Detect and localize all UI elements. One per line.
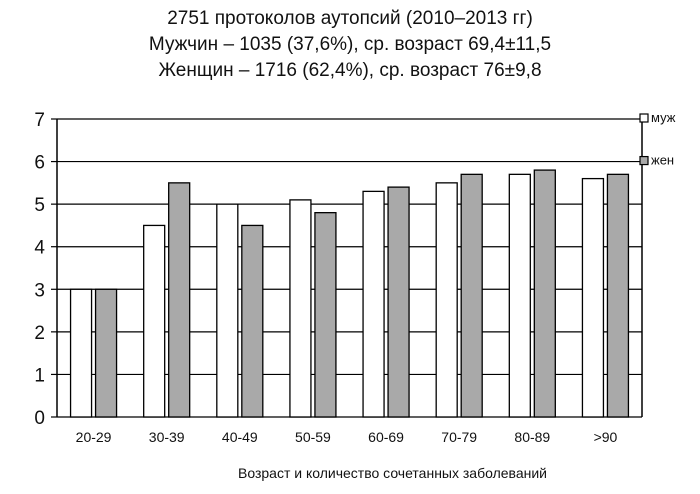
y-tick-label: 4 xyxy=(34,238,45,259)
chart-title-line-1: 2751 протоколов аутопсий (2010–2013 гг) xyxy=(167,8,533,29)
chart-title-line-3: Женщин – 1716 (62,4%), ср. возраст 76±9,… xyxy=(158,60,542,81)
legend-swatch xyxy=(639,155,649,166)
x-tick-label: 80-89 xyxy=(514,429,550,445)
male-bar xyxy=(435,182,458,418)
male-bar xyxy=(362,190,385,418)
x-axis-label: Возраст и количество сочетанных заболева… xyxy=(238,465,547,481)
x-tick-label: >90 xyxy=(594,429,618,445)
legend-label: муж xyxy=(651,110,676,125)
female-bar xyxy=(94,288,118,418)
legend-swatch xyxy=(639,113,649,123)
male-bar xyxy=(143,224,166,418)
x-tick-label: 20-29 xyxy=(76,429,112,445)
x-tick-label: 50-59 xyxy=(295,429,331,445)
male-bar xyxy=(69,288,93,418)
female-bar xyxy=(533,169,556,418)
y-tick-label: 6 xyxy=(34,153,45,174)
x-tick-label: 30-39 xyxy=(149,429,185,445)
chart-title-line-2: Мужчин – 1035 (37,6%), ср. возраст 69,4±… xyxy=(148,34,552,55)
male-bar xyxy=(508,173,531,418)
y-tick-label: 5 xyxy=(34,195,45,216)
male-bar xyxy=(581,177,605,418)
male-bar xyxy=(289,199,312,418)
female-bar xyxy=(168,182,191,418)
y-tick-label: 2 xyxy=(34,323,45,344)
legend-label: жен xyxy=(651,153,674,168)
female-bar xyxy=(241,224,264,418)
female-bar xyxy=(314,212,337,418)
y-tick-label: 3 xyxy=(34,280,45,301)
x-tick-label: 70-79 xyxy=(441,429,477,445)
y-tick-label: 0 xyxy=(34,408,45,429)
y-tick-label: 7 xyxy=(34,110,45,131)
female-bar xyxy=(606,173,630,418)
female-bar xyxy=(387,186,410,418)
y-tick-label: 1 xyxy=(34,365,45,386)
male-bar xyxy=(216,203,239,418)
x-tick-label: 40-49 xyxy=(222,429,258,445)
x-tick-label: 60-69 xyxy=(368,429,404,445)
female-bar xyxy=(460,173,483,418)
